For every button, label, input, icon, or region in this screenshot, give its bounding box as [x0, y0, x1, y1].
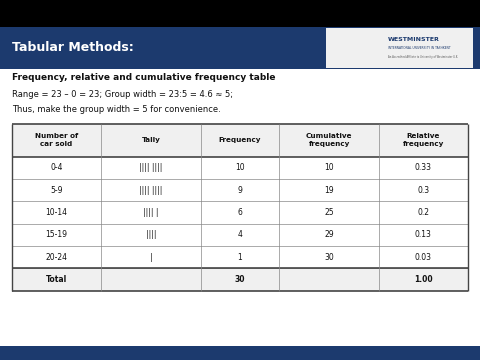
Text: ||||: ||||: [145, 230, 156, 239]
Bar: [12, 224, 468, 246]
Text: Number of
car sold: Number of car sold: [35, 133, 78, 147]
Bar: [12, 246, 468, 268]
Text: Tally: Tally: [142, 137, 160, 143]
Text: 29: 29: [324, 230, 334, 239]
Bar: [326, 28, 473, 68]
Text: 9: 9: [238, 186, 242, 195]
Text: INTERNATIONAL UNIVERSITY IN TASHKENT: INTERNATIONAL UNIVERSITY IN TASHKENT: [388, 46, 451, 50]
Text: 15-19: 15-19: [46, 230, 68, 239]
Text: Range = 23 – 0 = 23; Group width = 23:5 = 4.6 ≈ 5;: Range = 23 – 0 = 23; Group width = 23:5 …: [12, 90, 233, 99]
Text: |||| ||||: |||| ||||: [139, 163, 163, 172]
Text: 5-9: 5-9: [50, 186, 63, 195]
Text: 0-4: 0-4: [50, 163, 63, 172]
Text: 10-14: 10-14: [46, 208, 68, 217]
Bar: [12, 268, 468, 291]
Text: |: |: [150, 253, 152, 262]
Text: Cumulative
frequency: Cumulative frequency: [306, 133, 352, 147]
Bar: [12, 179, 468, 201]
Text: 1.00: 1.00: [414, 275, 433, 284]
Bar: [0, 346, 480, 360]
Text: 4: 4: [238, 230, 242, 239]
Bar: [12, 201, 468, 224]
Bar: [12, 157, 468, 179]
Text: 25: 25: [324, 208, 334, 217]
Text: Relative
frequency: Relative frequency: [403, 133, 444, 147]
Text: 0.13: 0.13: [415, 230, 432, 239]
Text: 6: 6: [238, 208, 242, 217]
Text: 30: 30: [324, 253, 334, 262]
Text: |||| |: |||| |: [143, 208, 158, 217]
Text: |||| ||||: |||| ||||: [139, 186, 163, 195]
Text: An Accredited Affiliate to University of Westminster U.K.: An Accredited Affiliate to University of…: [388, 55, 458, 59]
Text: Thus, make the group width = 5 for convenience.: Thus, make the group width = 5 for conve…: [12, 105, 221, 114]
Text: WESTMINSTER: WESTMINSTER: [388, 37, 440, 42]
Bar: [0, 69, 480, 346]
Text: 30: 30: [235, 275, 245, 284]
Bar: [0, 0, 480, 27]
Bar: [0, 27, 480, 69]
Text: Frequency, relative and cumulative frequency table: Frequency, relative and cumulative frequ…: [12, 73, 276, 82]
Text: 10: 10: [324, 163, 334, 172]
Text: 20-24: 20-24: [46, 253, 68, 262]
Text: 19: 19: [324, 186, 334, 195]
Text: Tabular Methods:: Tabular Methods:: [12, 41, 134, 54]
Text: 0.3: 0.3: [417, 186, 430, 195]
Text: 10: 10: [235, 163, 245, 172]
Text: 1: 1: [238, 253, 242, 262]
Bar: [12, 123, 468, 157]
Text: Total: Total: [46, 275, 67, 284]
Text: 0.03: 0.03: [415, 253, 432, 262]
Text: Frequency: Frequency: [219, 137, 261, 143]
Text: 0.33: 0.33: [415, 163, 432, 172]
Text: 0.2: 0.2: [418, 208, 430, 217]
